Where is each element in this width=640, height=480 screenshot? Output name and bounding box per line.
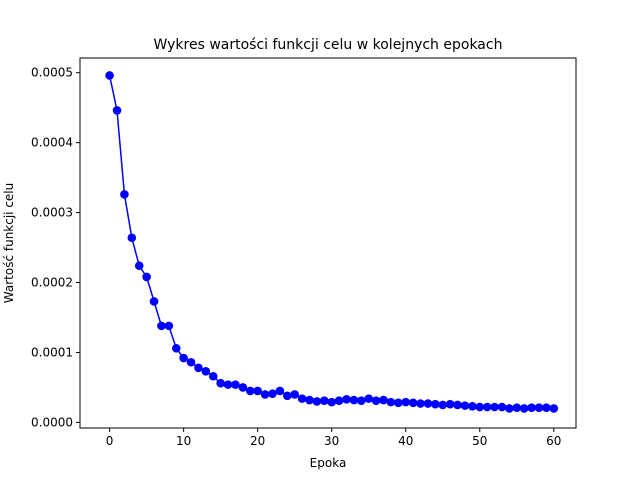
- data-point: [245, 386, 255, 396]
- data-point: [319, 396, 329, 406]
- data-point: [519, 404, 529, 413]
- data-point: [231, 380, 240, 389]
- x-tick-label: 60: [546, 434, 561, 448]
- data-point: [497, 402, 507, 412]
- data-point: [416, 399, 425, 408]
- data-point: [460, 401, 470, 410]
- data-point: [164, 321, 174, 331]
- data-point: [179, 353, 188, 363]
- data-point: [505, 404, 514, 413]
- data-point: [542, 403, 551, 413]
- data-point: [253, 386, 262, 396]
- data-point: [438, 400, 448, 410]
- data-point: [120, 190, 129, 199]
- y-tick-label: 0.0004: [31, 136, 73, 150]
- chart-title: Wykres wartości funkcji celu w kolejnych…: [154, 37, 503, 53]
- series-line: [105, 71, 559, 413]
- data-point: [186, 357, 196, 367]
- data-point: [238, 383, 248, 392]
- data-point: [312, 397, 322, 406]
- data-point: [112, 106, 122, 115]
- data-point: [297, 394, 307, 403]
- data-point: [549, 404, 559, 413]
- data-point: [105, 71, 114, 80]
- data-point: [475, 402, 485, 412]
- data-point: [468, 402, 477, 411]
- y-axis: 0.0000 0.0001 0.0002 0.0003 0.0004 0.0005: [31, 66, 80, 429]
- y-tick-label: 0.0001: [31, 345, 73, 359]
- y-tick-label: 0.0005: [31, 66, 73, 80]
- data-point: [401, 397, 411, 407]
- y-tick-label: 0.0003: [31, 206, 73, 220]
- x-tick-label: 0: [106, 434, 114, 448]
- x-axis: 0 10 20 30 40 50 60: [106, 428, 561, 448]
- data-point: [223, 380, 233, 389]
- x-tick-label: 10: [176, 434, 191, 448]
- series-path: [108, 75, 554, 410]
- data-point: [149, 297, 159, 306]
- data-point: [282, 391, 292, 401]
- data-point: [134, 261, 144, 271]
- y-tick-label: 0.0002: [31, 276, 73, 290]
- data-point: [201, 367, 211, 376]
- data-point: [408, 398, 418, 408]
- data-point: [386, 397, 396, 407]
- data-point: [453, 400, 462, 410]
- data-point: [445, 399, 455, 409]
- data-point: [260, 390, 270, 399]
- data-point: [490, 402, 499, 412]
- data-point: [208, 371, 218, 381]
- data-point: [431, 399, 440, 409]
- y-axis-label: Wartość funkcji celu: [2, 183, 16, 303]
- data-point: [216, 378, 225, 388]
- data-point: [394, 398, 403, 408]
- data-point: [268, 389, 277, 399]
- data-point: [334, 396, 344, 406]
- data-point: [171, 343, 181, 353]
- data-point: [371, 396, 381, 406]
- x-tick-label: 40: [398, 434, 413, 448]
- data-point: [194, 363, 203, 373]
- data-point: [423, 399, 433, 408]
- data-point: [482, 402, 492, 412]
- data-point: [305, 395, 314, 405]
- x-tick-label: 30: [324, 434, 339, 448]
- plot-frame: [79, 57, 577, 429]
- data-point: [527, 403, 536, 413]
- data-point: [349, 395, 359, 405]
- data-point: [342, 395, 351, 404]
- y-tick-label: 0.0000: [31, 415, 73, 429]
- data-point: [357, 396, 366, 406]
- x-axis-label: Epoka: [310, 456, 347, 470]
- data-point: [275, 386, 285, 396]
- data-point: [512, 403, 522, 413]
- data-point: [157, 321, 166, 331]
- data-point: [290, 390, 299, 399]
- data-point: [127, 233, 137, 243]
- data-point: [379, 395, 388, 405]
- x-tick-label: 50: [472, 434, 487, 448]
- data-point: [142, 272, 151, 282]
- data-point: [327, 397, 337, 407]
- x-tick-label: 20: [250, 434, 265, 448]
- data-point: [364, 394, 374, 403]
- data-point: [534, 403, 544, 413]
